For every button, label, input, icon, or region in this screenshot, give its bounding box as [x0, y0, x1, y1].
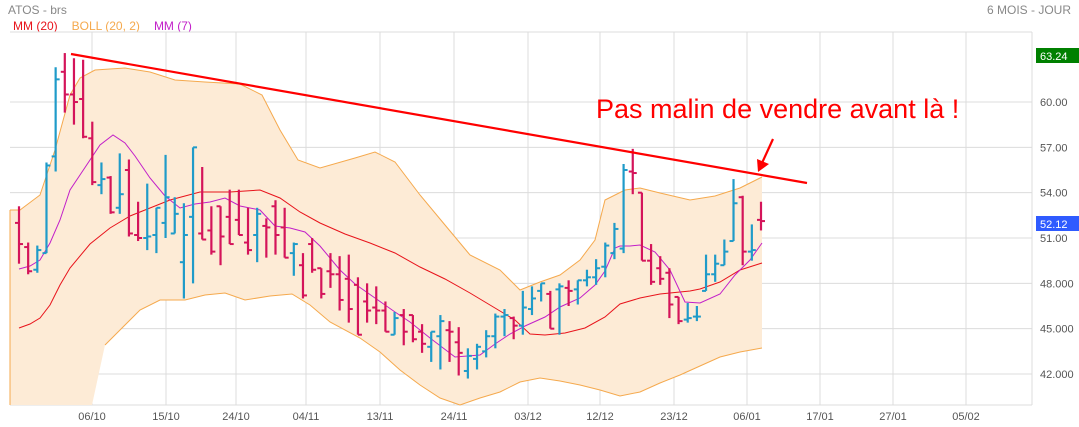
chart-title: ATOS - brs	[8, 3, 67, 17]
annotation-arrow-icon	[761, 138, 774, 164]
mm20-line	[18, 189, 763, 336]
x-tick-label: 15/10	[152, 411, 180, 423]
mm7-line	[18, 134, 763, 358]
ohlc-bars	[15, 53, 765, 379]
legend-mm20[interactable]: MM (20)	[13, 19, 58, 33]
y-tick-label: 60.00	[1040, 97, 1068, 109]
x-tick-label: 05/02	[952, 411, 980, 423]
x-tick-label: 24/10	[222, 411, 250, 423]
x-tick-label: 04/11	[293, 411, 320, 423]
last-price-badge	[1036, 216, 1079, 231]
x-tick-label: 06/01	[733, 411, 761, 423]
legend-mm7[interactable]: MM (7)	[153, 19, 192, 33]
legend-boll[interactable]: BOLL (20, 2)	[71, 19, 140, 33]
x-tick-label: 17/01	[806, 411, 834, 423]
x-tick-label: 06/10	[78, 411, 106, 423]
svg-text:52.12: 52.12	[1040, 219, 1068, 231]
resistance-trendline[interactable]	[70, 52, 808, 185]
y-tick-label: 54.00	[1040, 188, 1068, 200]
x-tick-label: 12/12	[586, 411, 614, 423]
bollinger-upper	[10, 67, 763, 291]
x-tick-label: 13/11	[367, 411, 394, 423]
bollinger-lower	[104, 292, 763, 406]
annotation-text: Pas malin de vendre avant là !	[596, 94, 960, 124]
x-tick-label: 23/12	[660, 411, 688, 423]
y-tick-label: 48.000	[1040, 278, 1074, 290]
y-tick-label: 57.00	[1040, 142, 1068, 154]
x-tick-label: 24/11	[441, 411, 468, 423]
bollinger-band-fill	[10, 68, 762, 405]
period-selector[interactable]: 6 MOIS - JOUR	[986, 3, 1071, 17]
svg-text:63.24: 63.24	[1040, 51, 1068, 63]
y-tick-label: 45.000	[1040, 324, 1074, 336]
x-tick-label: 27/01	[879, 411, 907, 423]
y-tick-label: 51.00	[1040, 233, 1068, 245]
high-price-badge	[1036, 48, 1079, 63]
legend: MM (20) BOLL (20, 2) MM (7)	[13, 19, 192, 33]
x-tick-label: 03/12	[514, 411, 542, 423]
y-tick-label: 42.000	[1040, 369, 1074, 381]
